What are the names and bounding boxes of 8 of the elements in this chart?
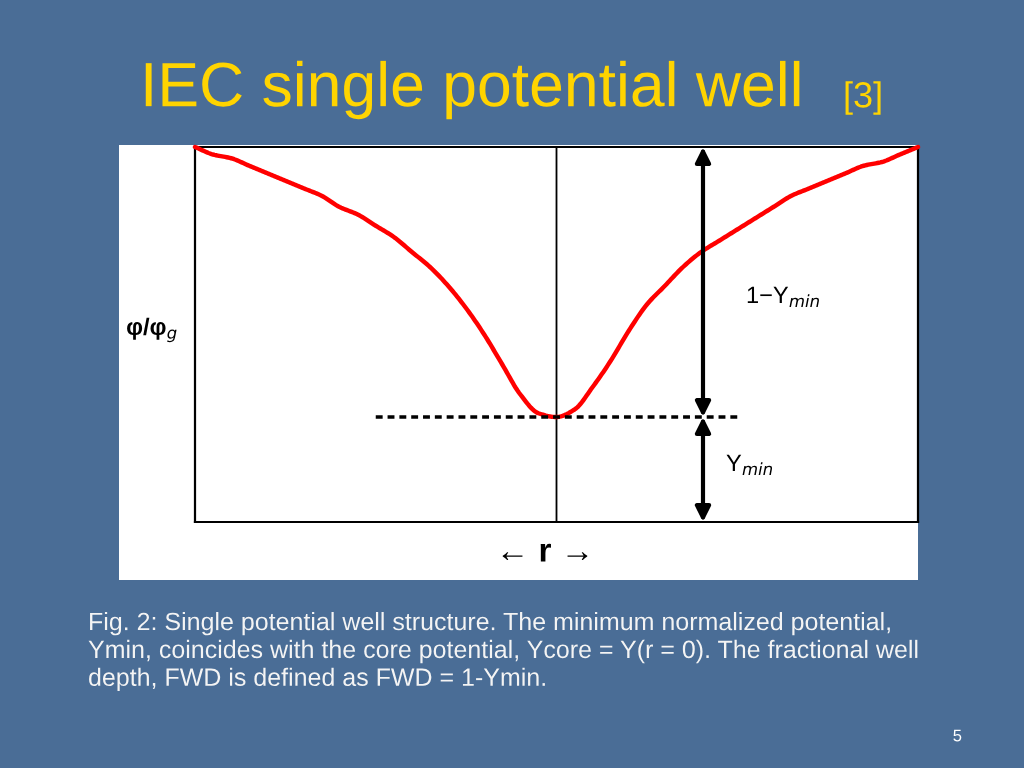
chart-title: IEC single potential well bbox=[145, 60, 800, 120]
text: [3] bbox=[845, 81, 881, 115]
annotation: Y$_{min}$ bbox=[726, 454, 773, 475]
annotation: 1−Y$_{min}$ bbox=[747, 286, 819, 307]
x-axis-title: ← r → bbox=[502, 543, 588, 562]
text: 5 bbox=[953, 729, 962, 742]
caption: Fig. 2: Single potential well structure. The minimum normalized potential, Ymin, coincides with the core potential, Ycore = Y(r = 0). The fractional well depth, FWD is defined as FWD = 1-Ymin. bbox=[88, 612, 918, 691]
y-axis-title: φ/φ$_{g}$ bbox=[127, 317, 177, 343]
